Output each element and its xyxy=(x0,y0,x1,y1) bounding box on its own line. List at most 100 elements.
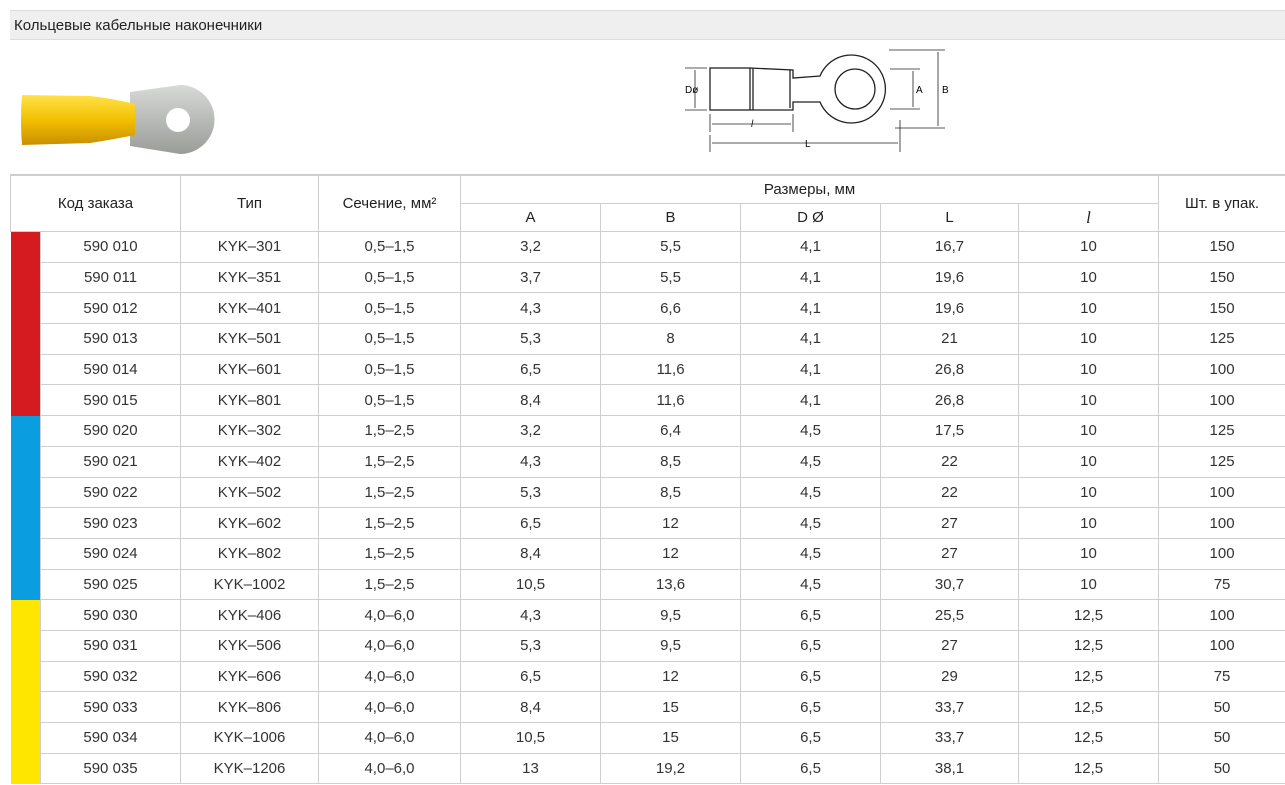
cell: 4,1 xyxy=(740,261,881,294)
cell: KYK–1002 xyxy=(180,568,319,601)
cell: 100 xyxy=(1158,599,1285,631)
cell: 12,5 xyxy=(1017,722,1160,754)
cell: KYK–506 xyxy=(180,629,319,662)
cell: 590 013 xyxy=(40,323,181,355)
cell: 1,5–2,5 xyxy=(318,537,461,570)
header-cell: Шт. в упак. xyxy=(1158,175,1285,232)
cell: KYK–406 xyxy=(180,599,319,631)
cell: 5,3 xyxy=(460,323,601,355)
cell: 6,5 xyxy=(740,691,881,723)
table-body: 590 010 KYK–301 0,5–1,5 3,2 5,5 4,1 16,7 10 150 5… xyxy=(10,231,1285,785)
cell: 3,2 xyxy=(460,231,601,263)
cell: 4,5 xyxy=(740,445,881,478)
table-row: 590 012 KYK–401 0,5–1,5 4,3 6,6 4,1 19,6 10 150 xyxy=(10,292,1285,325)
color-strip xyxy=(10,292,41,324)
cell: 590 035 xyxy=(40,752,181,785)
cell: KYK–1006 xyxy=(180,722,319,754)
cell: 8,5 xyxy=(600,445,741,478)
color-strip xyxy=(10,691,41,723)
cell: 10 xyxy=(1017,353,1160,386)
cell: 1,5–2,5 xyxy=(318,476,461,509)
cell: 4,1 xyxy=(740,231,881,263)
cell: 12,5 xyxy=(1017,752,1160,785)
cell: 4,0–6,0 xyxy=(318,599,461,631)
subheader-cell: A xyxy=(460,203,601,232)
dim-label: A xyxy=(916,85,923,96)
cell: 4,3 xyxy=(460,599,601,631)
cell: 10,5 xyxy=(460,568,601,601)
cell: 75 xyxy=(1158,660,1285,693)
cell: 590 010 xyxy=(40,231,181,263)
color-strip xyxy=(10,323,41,355)
color-strip xyxy=(10,477,41,508)
cell: 8,4 xyxy=(460,537,601,570)
table-header: Код заказа Тип Сечение, мм² Размеры, мм Шт. … xyxy=(10,175,1285,232)
cell: 22 xyxy=(880,445,1019,478)
color-strip xyxy=(10,538,41,570)
cell: 27 xyxy=(880,537,1019,570)
cell: 590 014 xyxy=(40,353,181,386)
cell: 8,5 xyxy=(600,476,741,509)
cell: 12 xyxy=(600,507,741,539)
cell: 4,5 xyxy=(740,537,881,570)
cell: 33,7 xyxy=(880,722,1019,754)
color-strip xyxy=(10,507,41,539)
dim-label: L xyxy=(805,139,811,150)
cell: 12,5 xyxy=(1017,691,1160,723)
cell: 9,5 xyxy=(600,599,741,631)
cell: 0,5–1,5 xyxy=(318,323,461,355)
cell: 15 xyxy=(600,722,741,754)
cell: 0,5–1,5 xyxy=(318,384,461,417)
table-row: 590 031 KYK–506 4,0–6,0 5,3 9,5 6,5 27 12,5 100 xyxy=(10,629,1285,662)
cell: KYK–401 xyxy=(180,292,319,325)
cell: 0,5–1,5 xyxy=(318,231,461,263)
cell: 4,1 xyxy=(740,353,881,386)
cell: 19,2 xyxy=(600,752,741,785)
cell: 3,7 xyxy=(460,261,601,294)
cell: 4,5 xyxy=(740,507,881,539)
header-row: Код заказа Тип Сечение, мм² Размеры, мм Шт. … xyxy=(10,175,1285,232)
table-row: 590 015 KYK–801 0,5–1,5 8,4 11,6 4,1 26,8 10 100 xyxy=(10,384,1285,417)
color-strip xyxy=(10,722,41,754)
table-row: 590 025 KYK–1002 1,5–2,5 10,5 13,6 4,5 30,7 10 7… xyxy=(10,568,1285,601)
cell: 590 021 xyxy=(40,445,181,478)
color-strip xyxy=(10,753,41,784)
cell: 27 xyxy=(880,629,1019,662)
table-row: 590 010 KYK–301 0,5–1,5 3,2 5,5 4,1 16,7 10 150 xyxy=(10,231,1285,263)
header-cell: Тип xyxy=(180,175,319,232)
cell: 10 xyxy=(1017,568,1160,601)
cell: 10 xyxy=(1017,415,1160,447)
cell: 100 xyxy=(1158,629,1285,662)
color-strip xyxy=(10,262,41,293)
table-row: 590 013 KYK–501 0,5–1,5 5,3 8 4,1 21 10 125 xyxy=(10,323,1285,355)
cell: 4,0–6,0 xyxy=(318,752,461,785)
product-sheet: Кольцевые кабельные наконечники xyxy=(10,10,1285,785)
cell: 150 xyxy=(1158,292,1285,325)
cell: 4,3 xyxy=(460,445,601,478)
subheader-cell: B xyxy=(600,203,741,232)
cell: 8,4 xyxy=(460,691,601,723)
cell: 590 022 xyxy=(40,476,181,509)
cell: KYK–301 xyxy=(180,231,319,263)
cell: KYK–402 xyxy=(180,445,319,478)
cell: 6,5 xyxy=(460,660,601,693)
cell: 590 033 xyxy=(40,691,181,723)
table-row: 590 022 KYK–502 1,5–2,5 5,3 8,5 4,5 22 10 100 xyxy=(10,476,1285,509)
color-strip xyxy=(10,569,41,600)
header-cell: Код заказа xyxy=(10,175,181,232)
cell: 12,5 xyxy=(1017,660,1160,693)
dim-label: l xyxy=(751,119,754,130)
color-strip xyxy=(10,354,41,385)
color-strip xyxy=(10,446,41,477)
cell: 4,5 xyxy=(740,415,881,447)
cell: 6,5 xyxy=(740,722,881,754)
table-row: 590 011 KYK–351 0,5–1,5 3,7 5,5 4,1 19,6 10 150 xyxy=(10,261,1285,294)
cell: 10 xyxy=(1017,231,1160,263)
cell: 590 030 xyxy=(40,599,181,631)
cell: 125 xyxy=(1158,323,1285,355)
cell: 19,6 xyxy=(880,292,1019,325)
cell: 4,3 xyxy=(460,292,601,325)
table-row: 590 021 KYK–402 1,5–2,5 4,3 8,5 4,5 22 10 125 xyxy=(10,445,1285,478)
cell: 4,0–6,0 xyxy=(318,629,461,662)
cell: 11,6 xyxy=(600,384,741,417)
